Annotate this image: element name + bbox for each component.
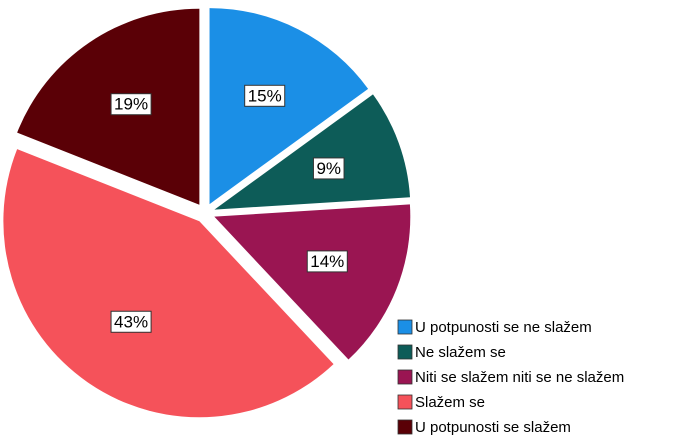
slice-label: 19% xyxy=(114,95,148,114)
label-box xyxy=(312,157,345,180)
label-box xyxy=(306,250,348,273)
legend-swatch xyxy=(397,369,413,385)
pie-slice xyxy=(3,149,334,418)
legend-swatch xyxy=(397,344,413,360)
legend-label: Ne slažem se xyxy=(415,344,506,361)
slice-label: 9% xyxy=(316,159,341,178)
legend-label: Niti se slažem niti se ne slažem xyxy=(415,369,624,386)
legend-label: U potpunosti se ne slažem xyxy=(415,319,592,336)
legend-swatch xyxy=(397,394,413,410)
label-box xyxy=(244,84,286,107)
pie-slice xyxy=(209,8,369,205)
legend-swatch xyxy=(397,319,413,335)
slice-label: 43% xyxy=(114,312,148,331)
pie-slice xyxy=(214,204,411,360)
legend-label: Slažem se xyxy=(415,394,485,411)
pie-slice xyxy=(17,8,200,205)
slice-label: 14% xyxy=(310,252,344,271)
pie-slice xyxy=(214,94,411,210)
slice-label: 15% xyxy=(248,86,282,105)
label-box xyxy=(110,310,152,333)
legend-label: U potpunosti se slažem xyxy=(415,419,571,436)
label-box xyxy=(110,93,152,116)
legend-swatch xyxy=(397,419,413,435)
